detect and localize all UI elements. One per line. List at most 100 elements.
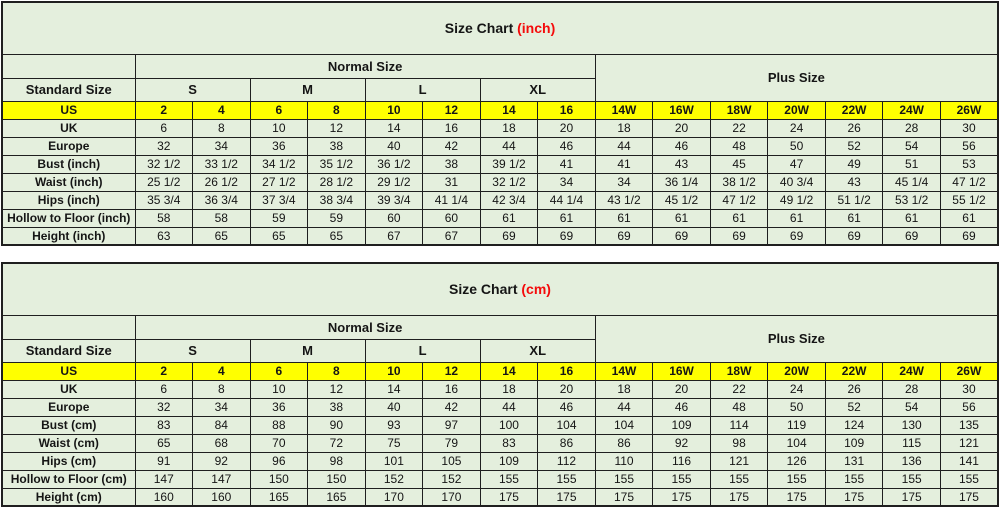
row-label: Hollow to Floor (cm) [1,469,136,489]
size-value-cell: 136 [882,451,941,471]
size-value-cell: 155 [824,469,884,489]
size-value-cell: 51 1/2 [824,190,884,210]
size-value-cell: 20W [767,361,826,381]
size-value-cell: 41 [594,154,654,174]
size-value-cell: 14 [479,100,539,120]
size-value-cell: 90 [307,415,366,435]
size-value-cell: 51 [882,154,941,174]
size-value-cell: 92 [652,433,711,453]
size-value-cell: 33 1/2 [192,154,251,174]
size-value-cell: 50 [767,397,826,417]
size-value-cell: 18 [479,118,539,138]
size-value-cell: 155 [479,469,539,489]
size-value-cell: 58 [192,208,251,228]
size-value-cell: 22W [824,100,884,120]
size-value-cell: 14 [364,118,424,138]
size-value-cell: 22 [709,379,769,399]
size-value-cell: 32 1/2 [134,154,194,174]
group-header-row: Normal Size Plus Size [1,53,999,102]
size-value-cell: 61 [824,208,884,228]
row-label: Europe [1,136,136,156]
size-value-cell: 70 [249,433,309,453]
size-value-cell: 53 [939,154,999,174]
size-value-cell: 40 [364,136,424,156]
size-value-cell: 14 [479,361,539,381]
title-unit: (cm) [521,281,551,298]
size-value-cell: 18W [709,361,769,381]
size-value-cell: 35 1/2 [307,154,366,174]
size-value-cell: 69 [652,226,711,246]
size-value-cell: 165 [307,487,366,507]
size-value-cell: 32 [134,136,194,156]
size-value-cell: 115 [882,433,941,453]
size-value-cell: 18 [594,379,654,399]
size-value-cell: 34 [594,172,654,192]
size-value-cell: 155 [709,469,769,489]
size-value-cell: 150 [307,469,366,489]
table-row-hips-inch: Hips (inch) 35 3/4 36 3/4 37 3/4 38 3/4 39 3/… [1,190,999,210]
size-value-cell: 100 [479,415,539,435]
size-value-cell: 109 [824,433,884,453]
row-label: Height (inch) [1,226,136,246]
size-value-cell: 20 [652,118,711,138]
table-row-bust-inch: Bust (inch) 32 1/2 33 1/2 34 1/2 35 1/2 36 1/… [1,154,999,174]
size-value-cell: 36 [249,397,309,417]
size-value-cell: 52 [824,136,884,156]
size-value-cell: 175 [652,487,711,507]
size-xl-header: XL [479,77,596,102]
size-value-cell: 42 [422,397,481,417]
size-value-cell: 69 [594,226,654,246]
size-value-cell: 48 [709,136,769,156]
size-value-cell: 65 [192,226,251,246]
size-value-cell: 104 [767,433,826,453]
size-value-cell: 55 1/2 [939,190,999,210]
size-value-cell: 14W [594,100,654,120]
size-value-cell: 53 1/2 [882,190,941,210]
size-value-cell: 79 [422,433,481,453]
size-value-cell: 18 [479,379,539,399]
size-value-cell: 65 [134,433,194,453]
size-value-cell: 61 [594,208,654,228]
size-value-cell: 69 [882,226,941,246]
size-value-cell: 41 1/4 [422,190,481,210]
row-label: Height (cm) [1,487,136,507]
title-unit: (inch) [517,20,556,37]
size-value-cell: 20 [537,379,596,399]
table-row-hips-cm: Hips (cm) 91 92 96 98 101 105 109 112 110 116 121 12… [1,451,999,471]
row-label: Hips (cm) [1,451,136,471]
size-value-cell: 46 [652,136,711,156]
size-value-cell: 88 [249,415,309,435]
table-row-europe: Europe 32 34 36 38 40 42 44 46 44 46 48 50 52 54 56 [1,136,999,156]
size-table-inch: Size Chart (inch) Normal Size Plus Size … [1,1,999,246]
size-value-cell: 26 1/2 [192,172,251,192]
row-label: Hollow to Floor (inch) [1,208,136,228]
size-value-cell: 165 [249,487,309,507]
size-value-cell: 69 [939,226,999,246]
size-value-cell: 40 [364,397,424,417]
size-value-cell: 109 [479,451,539,471]
size-value-cell: 65 [249,226,309,246]
size-table-cm: Size Chart (cm) Normal Size Plus Size St… [1,262,999,507]
size-value-cell: 6 [134,379,194,399]
size-value-cell: 39 1/2 [479,154,539,174]
size-value-cell: 46 [537,397,596,417]
size-value-cell: 46 [652,397,711,417]
size-value-cell: 20 [652,379,711,399]
size-value-cell: 24 [767,379,826,399]
size-xl-header: XL [479,338,596,363]
size-value-cell: 34 [537,172,596,192]
size-value-cell: 39 3/4 [364,190,424,210]
size-value-cell: 121 [709,451,769,471]
size-value-cell: 61 [882,208,941,228]
size-value-cell: 96 [249,451,309,471]
size-value-cell: 44 1/4 [537,190,596,210]
size-value-cell: 69 [479,226,539,246]
size-value-cell: 12 [422,100,481,120]
plus-size-header: Plus Size [594,53,999,102]
standard-size-header: Standard Size [1,338,136,363]
size-value-cell: 141 [939,451,999,471]
size-value-cell: 160 [134,487,194,507]
size-value-cell: 16 [537,361,596,381]
size-value-cell: 28 [882,379,941,399]
size-value-cell: 69 [537,226,596,246]
